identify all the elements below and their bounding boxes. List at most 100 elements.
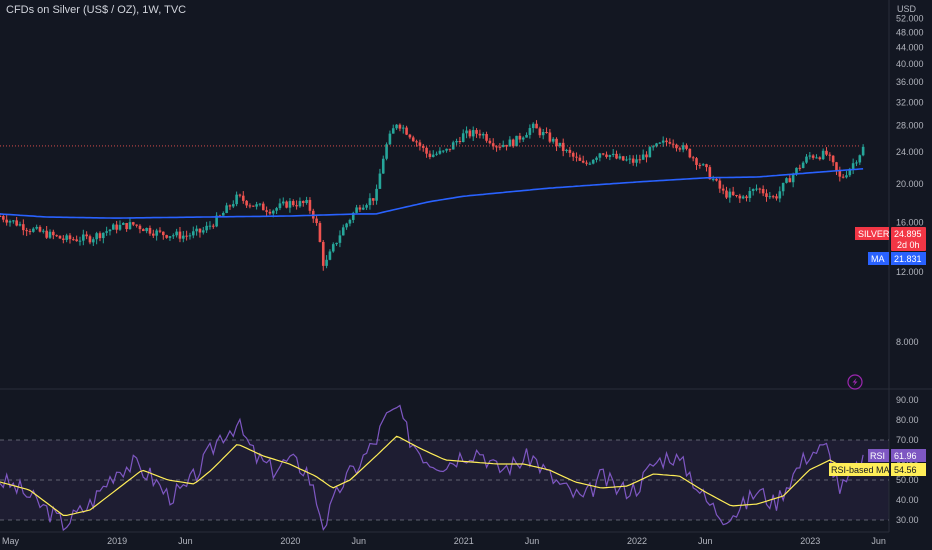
candle-body	[258, 203, 262, 205]
candle-body	[765, 193, 768, 197]
candle-body	[801, 162, 805, 169]
candle-body	[128, 222, 132, 230]
candle-body	[745, 196, 748, 199]
candle-body	[638, 159, 642, 161]
candle-body	[488, 140, 492, 144]
candle-body	[718, 180, 722, 189]
candle-body	[328, 251, 332, 260]
candle-body	[438, 150, 442, 154]
price-tick-label: 20.000	[896, 179, 924, 189]
candle-body	[475, 130, 478, 134]
candle-body	[288, 201, 292, 208]
candle-body	[351, 212, 355, 220]
candle-body	[112, 224, 115, 230]
candle-body	[781, 182, 785, 192]
candle-body	[571, 152, 575, 157]
candle-body	[425, 147, 428, 154]
candle-body	[301, 201, 305, 204]
candle-body	[215, 215, 218, 227]
rsi-tick-label: 70.00	[896, 435, 919, 445]
candle-body	[778, 191, 782, 199]
candle-body	[648, 147, 652, 158]
candle-body	[201, 230, 205, 233]
candle-body	[278, 203, 282, 209]
candle-body	[545, 131, 548, 133]
candle-body	[758, 188, 762, 190]
candle-body	[448, 148, 452, 150]
time-tick-label: 2021	[454, 536, 474, 546]
rsi-value-label[interactable]: RSI 61.96	[868, 449, 926, 462]
candle-body	[431, 154, 435, 157]
candle-body	[618, 156, 622, 159]
candle-body	[415, 141, 418, 143]
candle-body	[601, 153, 605, 155]
candle-body	[188, 235, 192, 237]
candle-body	[621, 156, 625, 161]
rsi-tick-label: 40.00	[896, 495, 919, 505]
candle-body	[165, 235, 168, 238]
candle-body	[0, 216, 2, 218]
price-tick-label: 32.000	[896, 97, 924, 107]
candle-body	[518, 135, 522, 140]
candle-body	[388, 133, 392, 145]
candle-body	[291, 201, 295, 206]
time-tick-label: 2023	[800, 536, 820, 546]
candle-body	[255, 204, 258, 207]
price-pane[interactable]	[0, 0, 889, 389]
candle-body	[178, 231, 182, 239]
time-tick-label: Jun	[698, 536, 713, 546]
candle-body	[441, 150, 445, 152]
candle-body	[825, 150, 828, 155]
price-tick-label: 12.000	[896, 267, 924, 277]
candle-body	[348, 219, 352, 224]
candle-body	[408, 134, 412, 138]
candle-body	[378, 173, 382, 189]
candle-body	[578, 157, 582, 161]
rsi-ma-value-label[interactable]: RSI-based MA 54.56	[829, 463, 926, 476]
candle-body	[581, 160, 585, 163]
candle-body	[261, 203, 265, 211]
candle-body	[52, 231, 55, 236]
candle-body	[678, 148, 682, 150]
candle-body	[265, 210, 268, 212]
candle-body	[725, 190, 728, 198]
candle-body	[118, 224, 122, 230]
candle-body	[235, 194, 238, 205]
candle-body	[398, 124, 402, 129]
candle-body	[12, 220, 15, 222]
silver-price-label[interactable]: SILVER 24.895 2d 0h	[855, 227, 926, 251]
candle-body	[211, 225, 215, 227]
ma-price-label[interactable]: MA 21.831	[868, 252, 926, 265]
candle-body	[668, 142, 672, 144]
candle-body	[495, 146, 498, 148]
rsi-tick-label: 80.00	[896, 415, 919, 425]
candle-body	[815, 157, 818, 159]
candle-body	[575, 156, 578, 158]
price-tick-label: 52.000	[896, 14, 924, 24]
candle-body	[465, 130, 468, 134]
candle-body	[525, 134, 528, 138]
price-tick-label: 24.000	[896, 147, 924, 157]
candle-body	[755, 188, 758, 190]
candle-body	[708, 167, 712, 180]
lightning-icon[interactable]	[847, 374, 863, 390]
candle-body	[8, 221, 12, 223]
candle-body	[321, 241, 325, 266]
candle-body	[315, 218, 318, 224]
candle-body	[285, 201, 288, 208]
candle-body	[102, 232, 105, 239]
candle-body	[15, 220, 18, 226]
candle-body	[468, 130, 472, 137]
candle-body	[361, 207, 365, 210]
candle-body	[821, 150, 825, 160]
candle-body	[391, 128, 395, 134]
candle-body	[591, 159, 595, 164]
candle-body	[281, 201, 285, 204]
candle-body	[671, 143, 675, 145]
candle-body	[735, 195, 738, 197]
candle-body	[548, 132, 552, 142]
candle-body	[651, 146, 655, 148]
candle-body	[418, 142, 422, 146]
candle-body	[721, 188, 725, 191]
